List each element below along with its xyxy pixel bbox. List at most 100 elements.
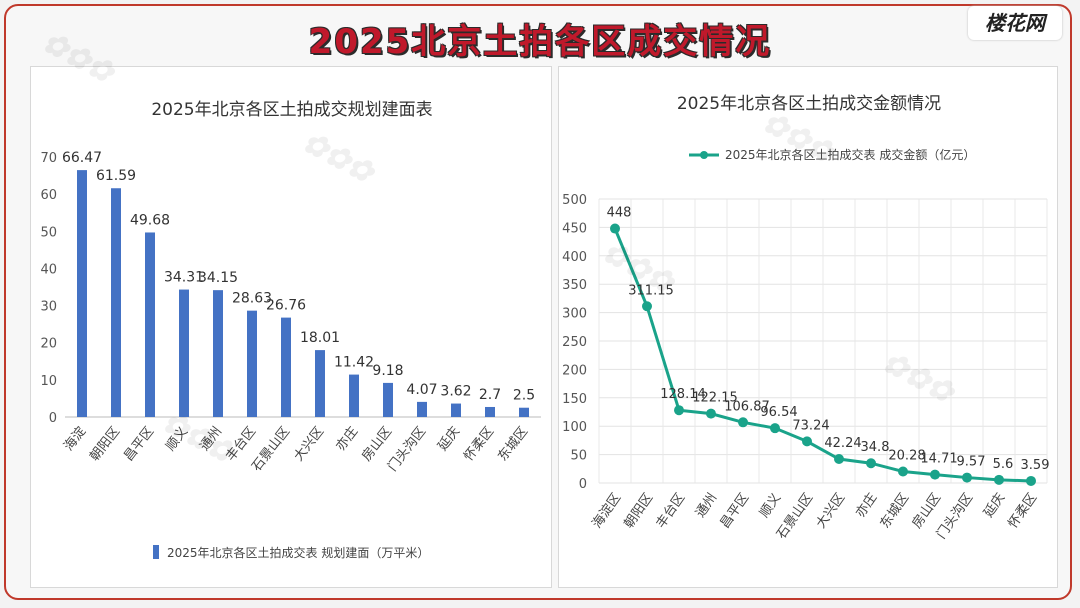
bar [145,232,155,417]
x-tick-label: 大兴区 [291,424,327,464]
x-tick-label: 怀柔区 [1006,491,1041,532]
y-tick-label: 70 [40,151,57,166]
data-label: 2.5 [513,388,535,404]
data-label: 128.14 [660,387,706,402]
y-tick-label: 500 [562,193,587,208]
chart-title: 2025年北京各区土拍成交规划建面表 [151,100,432,120]
data-point [930,469,940,480]
bar [451,403,461,417]
data-label: 28.63 [232,291,272,307]
x-tick-label: 昌平区 [718,491,753,532]
bar [77,170,87,417]
data-point [898,466,908,477]
x-tick-label: 延庆 [435,424,463,454]
bar [179,289,189,417]
data-label: 9.18 [372,363,403,379]
data-label: 96.54 [760,405,797,420]
bar [315,350,325,417]
data-label: 73.24 [792,418,829,433]
x-tick-label: 东城区 [495,424,531,464]
y-tick-label: 60 [40,188,57,203]
y-tick-label: 50 [570,449,587,464]
y-tick-label: 100 [562,420,587,435]
y-tick-label: 0 [49,411,57,426]
x-tick-label: 朝阳区 [622,491,657,532]
data-point [706,408,716,419]
data-label: 34.31 [164,270,204,286]
y-tick-label: 40 [40,262,57,277]
y-tick-label: 350 [562,278,587,293]
line-chart-panel: 2025年北京各区土拍成交金额情况 2025年北京各区土拍成交表 成交金额（亿元）… [558,66,1058,588]
bar-chart-panel: 2025年北京各区土拍成交规划建面表 0 10 20 30 40 50 60 70 66.47 海淀… [30,66,552,588]
y-tick-label: 200 [562,363,587,378]
y-tick-label: 10 [40,374,57,389]
data-label: 3.62 [440,384,471,400]
x-tick-label: 延庆 [981,491,1008,521]
data-label: 20.28 [888,448,925,463]
data-label: 122.15 [692,391,738,406]
data-label: 9.57 [957,455,986,470]
x-tick-label: 丰台区 [654,491,689,532]
data-label: 49.68 [130,212,170,228]
legend-marker [700,151,708,159]
x-tick-label: 顺义 [163,424,191,454]
data-label: 18.01 [300,330,340,346]
data-point [770,423,780,434]
data-label: 5.6 [993,457,1014,472]
data-label: 311.15 [628,283,674,298]
x-tick-label: 海淀区 [590,491,625,532]
x-tick-label: 昌平区 [121,424,157,464]
x-tick-label: 通州 [197,424,225,454]
y-tick-label: 30 [40,300,57,315]
x-tick-label: 海淀 [61,424,89,454]
data-label: 42.24 [824,436,861,451]
bar [485,406,495,417]
data-label: 448 [607,206,632,221]
bar [247,310,257,417]
data-label: 11.42 [334,355,374,371]
data-point [962,472,972,483]
y-tick-label: 0 [579,477,587,492]
data-point [866,458,876,469]
data-point [994,474,1004,485]
data-point [642,301,652,312]
data-point [802,436,812,447]
data-point [834,454,844,465]
x-tick-label: 亦庄 [852,490,880,520]
bar [281,317,291,417]
y-tick-label: 450 [562,221,587,236]
data-point [610,223,620,234]
brand-logo: 楼花网 [968,6,1062,40]
data-label: 26.76 [266,298,306,314]
data-label: 4.07 [406,382,437,398]
bar [417,401,427,417]
data-label: 66.47 [62,150,102,166]
y-tick-label: 300 [562,307,587,322]
series-line [613,227,1032,483]
y-tick-label: 20 [40,337,57,352]
y-tick-label: 250 [562,335,587,350]
data-point [1026,475,1036,486]
bar [519,407,529,417]
data-label: 34.8 [861,440,890,455]
chart-title: 2025年北京各区土拍成交金额情况 [677,94,941,114]
x-tick-label: 大兴区 [814,491,849,532]
y-tick-label: 400 [562,250,587,265]
y-tick-label: 50 [40,225,57,240]
y-tick-label: 150 [562,392,587,407]
x-tick-label: 怀柔区 [461,424,497,464]
x-tick-label: 顺义 [757,491,784,521]
bar [213,290,223,417]
bar-chart: 2025年北京各区土拍成交规划建面表 0 10 20 30 40 50 60 70 66.47 海淀… [40,100,541,560]
x-tick-label: 通州 [693,491,720,521]
bar [383,382,393,417]
data-point [674,405,684,416]
x-tick-label: 亦庄 [333,424,362,454]
data-label: 106.87 [724,399,770,414]
bar [349,374,359,417]
line-chart: 2025年北京各区土拍成交金额情况 2025年北京各区土拍成交表 成交金额（亿元）… [562,94,1049,542]
x-tick-label: 东城区 [878,491,913,532]
legend-label: 2025年北京各区土拍成交表 成交金额（亿元） [725,147,975,162]
legend-swatch [153,545,159,559]
data-label: 2.7 [479,387,501,403]
